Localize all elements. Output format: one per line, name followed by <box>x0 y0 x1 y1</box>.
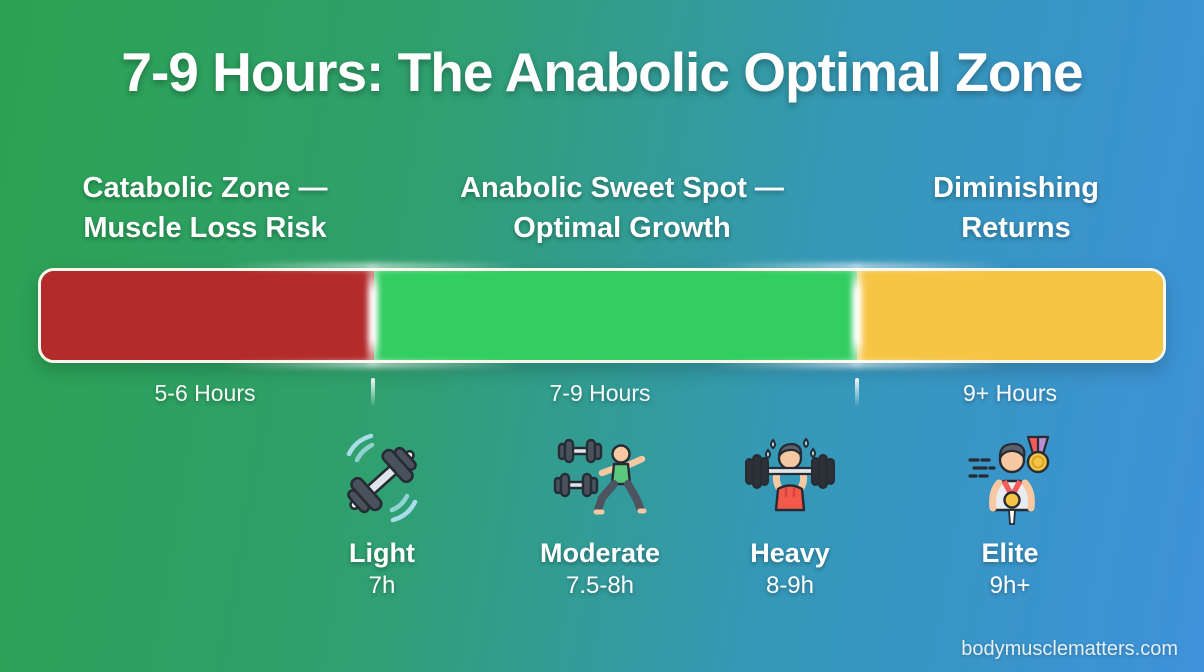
hours-tick <box>371 378 375 406</box>
level-name: Elite <box>981 538 1039 568</box>
hours-tick <box>855 378 859 406</box>
zone-segment-catabolic <box>41 271 375 360</box>
level-hours: 7h <box>368 572 396 599</box>
level-name: Light <box>349 538 415 568</box>
zone-label-line2: Optimal Growth <box>513 212 731 244</box>
zone-label-catabolic: Catabolic Zone — Muscle Loss Risk <box>25 168 385 248</box>
training-level-moderate: Moderate 7.5-8h <box>505 430 695 600</box>
zone-label-line2: Returns <box>961 212 1071 244</box>
hours-range-diminishing: 9+ Hours <box>963 380 1057 406</box>
champion-medals-icon <box>915 430 1105 526</box>
training-level-heavy: Heavy 8-9h <box>695 430 885 600</box>
sleep-zone-bar <box>38 260 1166 371</box>
level-name: Heavy <box>750 538 830 568</box>
training-level-light: Light 7h <box>287 430 477 600</box>
level-hours: 7.5-8h <box>565 572 635 599</box>
training-level-elite: Elite 9h+ <box>915 430 1105 600</box>
overhead-press-icon <box>695 430 885 526</box>
zone-label-line1: Anabolic Sweet Spot — <box>460 172 784 204</box>
dumbbells-stretch-icon <box>505 430 695 526</box>
hours-range-anabolic: 7-9 Hours <box>549 380 651 406</box>
dumbbell-icon <box>287 430 477 526</box>
zone-label-line1: Catabolic Zone — <box>82 172 328 204</box>
zone-segment-anabolic <box>374 271 857 360</box>
zone-label-line2: Muscle Loss Risk <box>83 212 327 244</box>
zone-label-anabolic: Anabolic Sweet Spot — Optimal Growth <box>392 168 852 248</box>
hours-range-catabolic: 5-6 Hours <box>154 380 256 406</box>
page-title: 7-9 Hours: The Anabolic Optimal Zone <box>121 41 1083 103</box>
zone-label-diminishing: Diminishing Returns <box>856 168 1176 248</box>
level-name: Moderate <box>539 538 661 568</box>
level-hours: 8-9h <box>765 572 815 599</box>
level-hours: 9h+ <box>989 572 1031 599</box>
zone-label-line1: Diminishing <box>933 172 1099 204</box>
watermark-url: bodymusclematters.com <box>961 638 1178 660</box>
zone-scale <box>38 268 1166 363</box>
zone-segment-diminishing <box>856 271 1163 360</box>
